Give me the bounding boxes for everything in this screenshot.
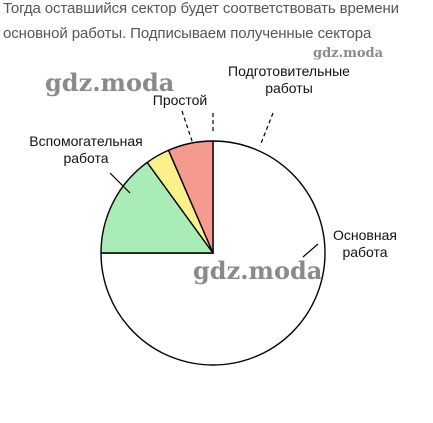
slice-label-preparatory-work: Подготовительные работы bbox=[228, 63, 350, 96]
label-leader-lines bbox=[109, 110, 319, 258]
pie-slices bbox=[100, 140, 326, 366]
intro-text-line-1: Тогда оставшийся сектор будет соответств… bbox=[3, 0, 399, 17]
pie-slice-auxiliary bbox=[100, 161, 215, 254]
intro-text-line-2: основной работы. Подписываем полученные … bbox=[3, 25, 372, 42]
watermark-text: gdz.moda bbox=[45, 68, 175, 97]
slice-label-idle: Простой bbox=[152, 92, 208, 108]
leader-line-auxiliary bbox=[109, 172, 131, 194]
leader-line-prep bbox=[259, 112, 274, 147]
slice-label-auxiliary-work: Вспомогательная работа bbox=[29, 133, 143, 166]
watermark-text: gdz.moda bbox=[193, 256, 323, 285]
leader-line-idle bbox=[181, 110, 194, 145]
slice-label-main-work: Основная работа bbox=[333, 227, 397, 260]
pie-slice-prep bbox=[167, 140, 214, 254]
watermark-text: gdz.moda bbox=[313, 46, 384, 61]
leader-line-main bbox=[302, 243, 319, 258]
